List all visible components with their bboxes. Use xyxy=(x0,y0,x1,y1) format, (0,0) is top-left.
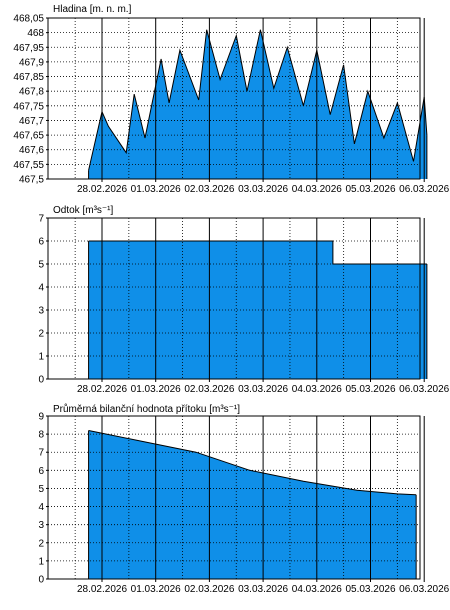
plot-frame xyxy=(47,17,421,180)
y-tick-label: 467,75 xyxy=(13,101,44,112)
y-tick-label: 9 xyxy=(38,412,44,423)
x-tick-label: 04.03.2026 xyxy=(292,384,342,395)
x-tick-label: 02.03.2026 xyxy=(184,584,234,595)
y-tick-label: 5 xyxy=(38,484,44,495)
y-tick-label: 467,65 xyxy=(13,131,44,142)
x-tick-label: 03.03.2026 xyxy=(238,384,288,395)
y-tick-label: 1 xyxy=(38,556,44,567)
x-tick-label: 06.03.2026 xyxy=(399,384,449,395)
x-tick-label: 05.03.2026 xyxy=(345,184,395,195)
y-tick-labels: 0 1 2 3 4 5 6 7 xyxy=(38,214,48,386)
y-tick-label: 2 xyxy=(38,538,44,549)
y-tick-label: 467,85 xyxy=(13,72,44,83)
y-tick-label: 6 xyxy=(38,237,44,248)
y-tick-label: 467,7 xyxy=(19,116,44,127)
y-tick-labels: 0 1 2 3 4 5 6 7 8 9 xyxy=(38,412,48,586)
x-tick-label: 05.03.2026 xyxy=(345,584,395,595)
y-tick-label: 4 xyxy=(38,502,44,513)
y-tick-label: 2 xyxy=(38,329,44,340)
grid-lines xyxy=(48,416,425,579)
x-tick-label: 03.03.2026 xyxy=(238,584,288,595)
y-tick-label: 467,9 xyxy=(19,57,44,68)
x-tick-label: 01.03.2026 xyxy=(131,184,181,195)
x-tick-label: 01.03.2026 xyxy=(131,584,181,595)
x-tick-label: 28.02.2026 xyxy=(77,584,127,595)
x-tick-label: 02.03.2026 xyxy=(184,384,234,395)
x-tick-label: 05.03.2026 xyxy=(345,384,395,395)
data-area xyxy=(88,430,417,579)
x-tick-label: 04.03.2026 xyxy=(292,584,342,595)
y-tick-label: 3 xyxy=(38,306,44,317)
y-tick-label: 1 xyxy=(38,352,44,363)
x-tick-labels: 28.02.2026 01.03.2026 02.03.2026 03.03.2026… xyxy=(77,179,450,195)
y-tick-label: 7 xyxy=(38,214,44,225)
y-tick-label: 3 xyxy=(38,520,44,531)
x-tick-label: 01.03.2026 xyxy=(131,384,181,395)
plot-frame xyxy=(47,415,421,580)
chart-panel-inflow: Průměrná bilanční hodnota přítoku [m³s⁻¹… xyxy=(38,403,449,595)
y-tick-label: 467,55 xyxy=(13,160,44,171)
series-line xyxy=(88,29,428,171)
plot-frame xyxy=(47,217,421,380)
y-tick-label: 0 xyxy=(38,575,44,586)
y-tick-labels: 467,5 467,55 467,6 467,65 467,7 467,75 467,8 46… xyxy=(13,14,48,186)
y-tick-label: 5 xyxy=(38,260,44,271)
chart-title: Průměrná bilanční hodnota přítoku [m³s⁻¹… xyxy=(53,403,240,415)
series-area xyxy=(88,29,427,180)
x-tick-label: 28.02.2026 xyxy=(77,384,127,395)
y-tick-label: 467,6 xyxy=(19,145,44,156)
y-tick-label: 467,95 xyxy=(13,43,44,54)
x-tick-label: 28.02.2026 xyxy=(77,184,127,195)
y-tick-label: 0 xyxy=(38,375,44,386)
y-tick-label: 467,5 xyxy=(19,175,44,186)
series-area xyxy=(88,241,427,379)
grid-lines xyxy=(48,18,425,179)
chart-title: Odtok [m³s⁻¹] xyxy=(53,205,114,216)
y-tick-label: 6 xyxy=(38,466,44,477)
x-tick-label: 04.03.2026 xyxy=(292,184,342,195)
data-area xyxy=(88,29,428,180)
y-tick-label: 468 xyxy=(27,28,44,39)
series-line xyxy=(88,430,417,496)
chart-panel-water-level: Hladina [m. n. m.] 467,5 467,55 467,6 467,6… xyxy=(13,4,449,195)
y-tick-label: 8 xyxy=(38,430,44,441)
x-tick-label: 06.03.2026 xyxy=(399,584,449,595)
series-area xyxy=(88,430,417,579)
y-tick-label: 467,8 xyxy=(19,87,44,98)
y-tick-label: 7 xyxy=(38,448,44,459)
grid-lines xyxy=(48,218,425,379)
x-tick-labels: 28.02.2026 01.03.2026 02.03.2026 03.03.2026… xyxy=(77,379,450,395)
chart-title: Hladina [m. n. m.] xyxy=(53,4,132,15)
chart-panel-outflow: Odtok [m³s⁻¹] 0 1 2 3 4 5 6 7 28.02.2026 01.03.2… xyxy=(38,205,449,395)
x-tick-label: 02.03.2026 xyxy=(184,184,234,195)
y-tick-label: 468,05 xyxy=(13,14,44,25)
x-tick-label: 06.03.2026 xyxy=(399,184,449,195)
x-tick-labels: 28.02.2026 01.03.2026 02.03.2026 03.03.2026… xyxy=(77,579,450,595)
x-tick-label: 03.03.2026 xyxy=(238,184,288,195)
y-tick-label: 4 xyxy=(38,283,44,294)
